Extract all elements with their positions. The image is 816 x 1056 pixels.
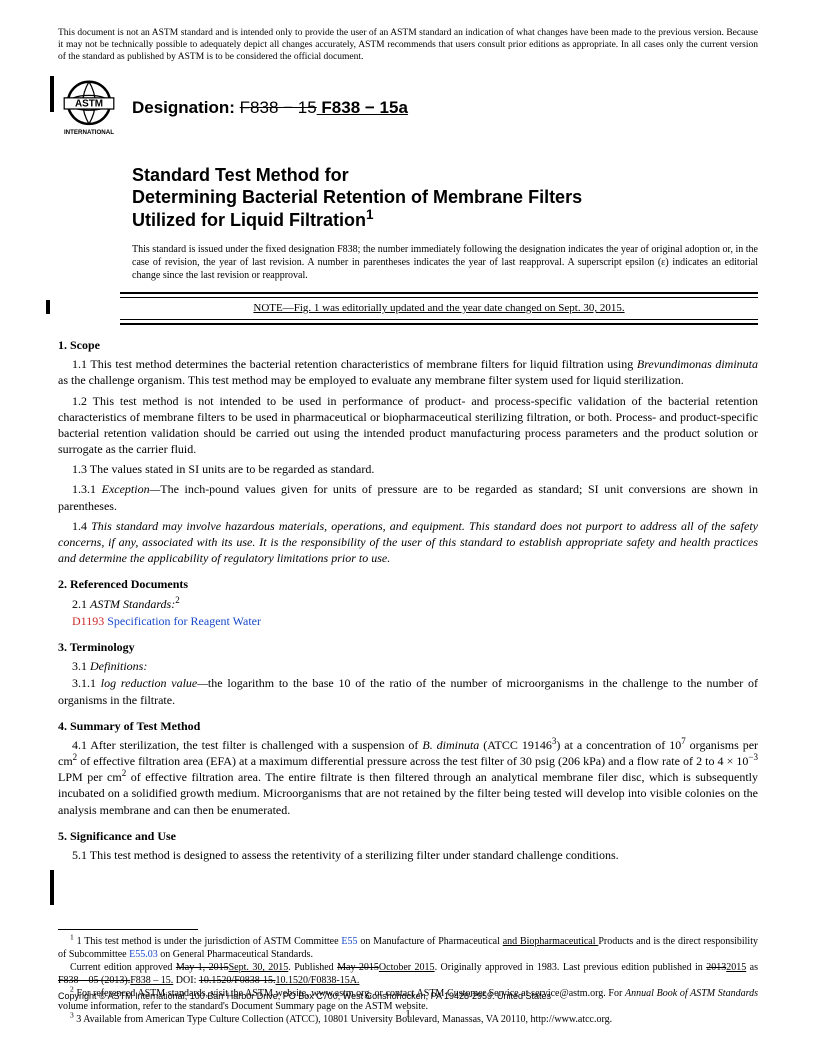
section-4-head: 4. Summary of Test Method [58,718,758,734]
para-3-1-1: 3.1.1 log reduction value—the logarithm … [58,675,758,707]
header-row: ASTM INTERNATIONAL Designation: F838 − 1… [58,78,758,140]
logo-text-bottom: INTERNATIONAL [64,128,114,135]
link-e5503[interactable]: E55.03 [129,949,158,960]
designation-label: Designation: [132,98,240,117]
para-1-2: 1.2 This test method is not intended to … [58,393,758,458]
rule-bottom [120,319,758,325]
title-line-3: Utilized for Liquid Filtration [132,210,366,230]
logo-text-top: ASTM [75,98,103,109]
section-5-head: 5. Significance and Use [58,828,758,844]
disclaimer-text: This document is not an ASTM standard an… [58,28,758,64]
para-3-1: 3.1 Definitions: [58,658,758,674]
d1193-code: D1193 [72,614,104,628]
d1193-title: Specification for Reagent Water [104,614,261,628]
designation-old: F838 − 15 [240,98,317,117]
link-e55[interactable]: E55 [341,936,357,947]
para-5-1: 5.1 This test method is designed to asse… [58,847,758,863]
change-bar-footnote [50,870,54,905]
title-line-2: Determining Bacterial Retention of Membr… [132,187,582,207]
para-1-4: 1.4 This standard may involve hazardous … [58,518,758,567]
footnote-1-line2: Current edition approved May 1, 2015Sept… [58,961,758,987]
para-1-1: 1.1 This test method determines the bact… [58,356,758,388]
page-number: 1 [0,1007,816,1022]
title-line-1: Standard Test Method for [132,165,349,185]
para-2-1: 2.1 ASTM Standards:2 [58,596,758,612]
section-2-head: 2. Referenced Documents [58,576,758,592]
standard-title: Standard Test Method for Determining Bac… [132,164,758,232]
issuance-note: This standard is issued under the fixed … [132,243,758,282]
title-footnote-sup: 1 [366,207,374,222]
astm-logo: ASTM INTERNATIONAL [58,78,120,140]
copyright-line: Copyright © ASTM International, 100 Barr… [58,990,551,1002]
rule-top [120,292,758,298]
editorial-note: NOTE—Fig. 1 was editorially updated and … [120,301,758,316]
section-3-head: 3. Terminology [58,639,758,655]
ref-d1193[interactable]: D1193 Specification for Reagent Water [58,613,758,629]
para-1-3-1: 1.3.1 Exception—The inch-pound values gi… [58,481,758,513]
para-4-1: 4.1 After sterilization, the test filter… [58,737,758,818]
change-bar-note [46,300,50,314]
designation-new: F838 − 15a [317,98,408,117]
section-1-head: 1. Scope [58,337,758,353]
para-1-3: 1.3 The values stated in SI units are to… [58,461,758,477]
designation: Designation: F838 − 15 F838 − 15a [132,97,408,120]
change-bar-header [50,76,54,112]
footnote-1: 1 1 This test method is under the jurisd… [58,935,758,961]
